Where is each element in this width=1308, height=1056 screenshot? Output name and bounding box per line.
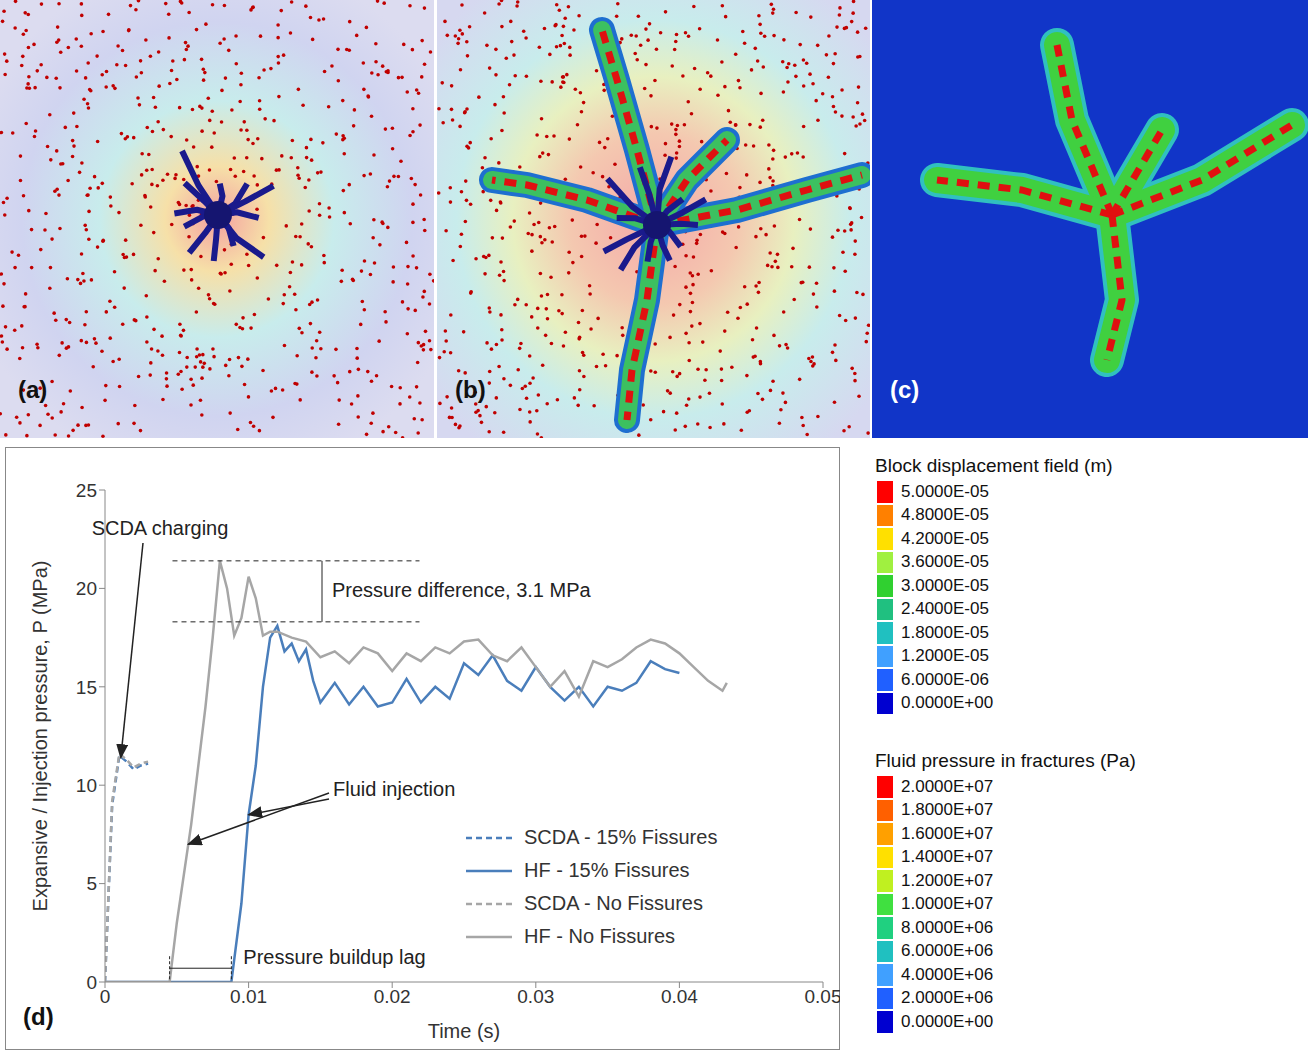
- svg-text:10: 10: [76, 775, 97, 796]
- html-text:Block displacement field (m): Block displacement field (m): [875, 455, 1113, 476]
- svg-text:Expansive / Injection pressure: Expansive / Injection pressure, P (MPa): [29, 561, 51, 912]
- svg-text:0: 0: [86, 972, 97, 993]
- html-text:HF - 15% Fissures: HF - 15% Fissures: [524, 859, 690, 881]
- html-text:HF - No Fissures: HF - No Fissures: [524, 925, 676, 947]
- svg-text:Time (s): Time (s): [428, 1020, 501, 1042]
- svg-text:0.05: 0.05: [805, 986, 840, 1007]
- svg-text:0.01: 0.01: [230, 986, 267, 1007]
- html-text:1.2000E+07: 1.2000E+07: [901, 870, 994, 890]
- html-text:3.6000E-05: 3.6000E-05: [901, 552, 989, 572]
- svg-text:0: 0: [100, 986, 111, 1007]
- html-text:2.4000E-05: 2.4000E-05: [901, 599, 989, 619]
- html-text:1.6000E+07: 1.6000E+07: [901, 823, 994, 843]
- html-text:8.0000E+06: 8.0000E+06: [901, 917, 994, 937]
- html-text:4.8000E-05: 4.8000E-05: [901, 505, 989, 525]
- html-text:1.2000E-05: 1.2000E-05: [901, 646, 989, 666]
- svg-text:(b): (b): [455, 376, 486, 403]
- html-text:0.0000E+00: 0.0000E+00: [901, 1011, 994, 1031]
- svg-text:(d): (d): [23, 1003, 54, 1030]
- svg-text:25: 25: [76, 480, 97, 501]
- svg-text:0.03: 0.03: [517, 986, 554, 1007]
- svg-text:Pressure buildup lag: Pressure buildup lag: [243, 946, 425, 968]
- html-text:1.4000E+07: 1.4000E+07: [901, 847, 994, 867]
- html-text:SCDA - 15% Fissures: SCDA - 15% Fissures: [524, 826, 718, 848]
- html-text:5.0000E-05: 5.0000E-05: [901, 481, 989, 501]
- html-text:1.8000E+07: 1.8000E+07: [901, 800, 994, 820]
- html-text:0.0000E+00: 0.0000E+00: [901, 693, 994, 713]
- html-text:4.2000E-05: 4.2000E-05: [901, 528, 989, 548]
- svg-text:15: 15: [76, 677, 97, 698]
- html-text:6.0000E+06: 6.0000E+06: [901, 941, 994, 961]
- html-text:1.0000E+07: 1.0000E+07: [901, 894, 994, 914]
- svg-text:Fluid injection: Fluid injection: [333, 778, 455, 800]
- svg-text:SCDA charging: SCDA charging: [92, 517, 229, 539]
- html-text:SCDA - No Fissures: SCDA - No Fissures: [524, 892, 703, 914]
- html-text:3.0000E-05: 3.0000E-05: [901, 575, 989, 595]
- svg-text:(a): (a): [18, 376, 47, 403]
- svg-text:20: 20: [76, 578, 97, 599]
- svg-text:(c): (c): [890, 376, 919, 403]
- html-text:Fluid pressure in fractures (P: Fluid pressure in fractures (Pa): [875, 750, 1136, 771]
- svg-text:0.02: 0.02: [374, 986, 411, 1007]
- svg-text:5: 5: [86, 873, 97, 894]
- html-text:4.0000E+06: 4.0000E+06: [901, 964, 994, 984]
- html-text:6.0000E-06: 6.0000E-06: [901, 669, 989, 689]
- html-text:2.0000E+07: 2.0000E+07: [901, 776, 994, 796]
- html-text:1.8000E-05: 1.8000E-05: [901, 622, 989, 642]
- html-text:2.0000E+06: 2.0000E+06: [901, 988, 994, 1008]
- svg-text:Pressure difference, 3.1 MPa: Pressure difference, 3.1 MPa: [332, 579, 592, 601]
- svg-text:0.04: 0.04: [661, 986, 698, 1007]
